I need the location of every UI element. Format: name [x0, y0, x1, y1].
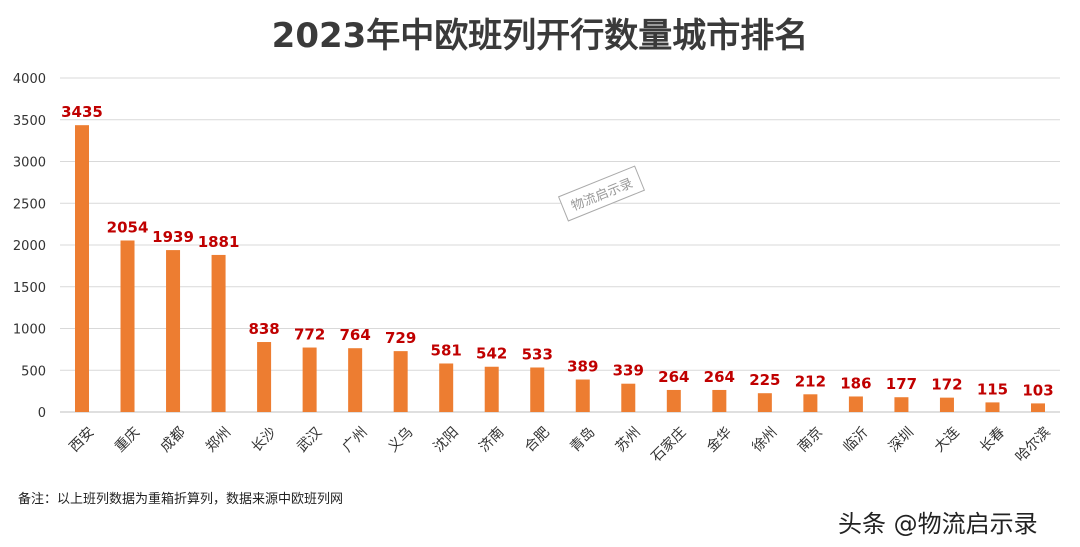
bar [712, 389, 727, 412]
data-label: 339 [613, 362, 644, 380]
bar [484, 366, 499, 412]
data-label: 389 [567, 358, 598, 376]
bar [666, 389, 681, 412]
x-tick-label: 郑州 [203, 424, 234, 455]
data-label: 581 [431, 341, 462, 359]
bar [75, 125, 89, 413]
bar [757, 393, 772, 412]
bar [985, 402, 1000, 412]
data-label: 212 [795, 372, 826, 390]
x-tick-label: 南京 [795, 424, 826, 455]
data-label: 225 [749, 371, 780, 389]
y-tick-label: 0 [38, 406, 46, 421]
data-label: 772 [294, 326, 325, 344]
x-tick-label: 临沂 [840, 424, 871, 455]
data-label: 2054 [107, 218, 149, 236]
data-label: 729 [385, 329, 416, 347]
bars [75, 125, 1045, 413]
y-tick-label: 2000 [13, 239, 46, 254]
data-label: 1939 [152, 228, 194, 246]
x-tick-label: 武汉 [294, 424, 325, 455]
data-label: 764 [339, 326, 370, 344]
x-tick-label: 沈阳 [431, 424, 462, 455]
data-label: 172 [931, 376, 962, 394]
x-tick-label: 成都 [158, 424, 189, 455]
bar [166, 250, 181, 412]
y-tick-label: 500 [21, 364, 46, 379]
bar [621, 383, 636, 412]
x-tick-label: 石家庄 [648, 424, 690, 466]
data-label: 103 [1022, 381, 1053, 399]
bar [803, 394, 818, 412]
footnote: 备注：以上班列数据为重箱折算列，数据来源中欧班列网 [18, 492, 344, 507]
y-tick-label: 3000 [13, 156, 46, 171]
data-label: 264 [704, 368, 735, 386]
x-axis-ticks: 西安 重庆 成都 郑州 长沙 武汉 广州 义乌 沈阳 济南 合肥 青岛 苏州 石家庄 金华 徐州 南京 临沂 深圳大… [66, 424, 1053, 466]
y-tick-label: 4000 [13, 72, 46, 87]
bar [575, 379, 590, 412]
x-tick-label: 哈尔滨 [1013, 424, 1054, 465]
data-label: 264 [658, 368, 689, 386]
data-label: 177 [886, 375, 917, 393]
data-label: 542 [476, 345, 507, 363]
bar [393, 351, 408, 412]
bar [939, 397, 954, 412]
data-label: 533 [522, 345, 553, 363]
x-tick-label: 西安 [66, 424, 97, 455]
source-credit: 头条 @物流启示录 [838, 510, 1038, 538]
x-tick-label: 徐州 [749, 424, 780, 455]
bar [894, 397, 909, 412]
data-label: 186 [840, 374, 871, 392]
x-tick-label: 青岛 [567, 424, 598, 455]
x-tick-label: 广州 [340, 424, 371, 455]
y-tick-label: 1000 [13, 323, 46, 338]
y-tick-label: 1500 [13, 281, 46, 296]
x-tick-label: 合肥 [522, 424, 553, 455]
bar [530, 367, 545, 412]
x-tick-label: 长沙 [249, 424, 280, 455]
x-tick-label: 深圳 [886, 424, 917, 455]
bar [439, 363, 454, 412]
bar [211, 254, 226, 412]
x-tick-label: 大连 [931, 424, 962, 455]
data-label: 838 [248, 320, 279, 338]
y-tick-label: 2500 [13, 197, 46, 212]
bar [120, 240, 135, 412]
x-tick-label: 苏州 [613, 424, 644, 455]
data-label: 1881 [198, 233, 240, 251]
x-tick-label: 济南 [476, 424, 507, 455]
chart-title: 2023年中欧班列开行数量城市排名 [271, 16, 809, 56]
data-label: 3435 [61, 103, 103, 121]
x-tick-label: 重庆 [112, 424, 143, 455]
y-axis-ticks: 0 500 1000 1500 2000 2500 3000 3500 4000 [13, 72, 46, 421]
x-tick-label: 金华 [704, 424, 735, 455]
bar [848, 396, 863, 412]
data-label: 115 [977, 380, 1008, 398]
x-tick-label: 长春 [977, 424, 1008, 455]
bar [302, 347, 317, 412]
bar [257, 342, 272, 412]
x-tick-label: 义乌 [385, 424, 416, 455]
bar [1031, 403, 1045, 412]
y-tick-label: 3500 [13, 114, 46, 129]
bar [348, 348, 363, 412]
